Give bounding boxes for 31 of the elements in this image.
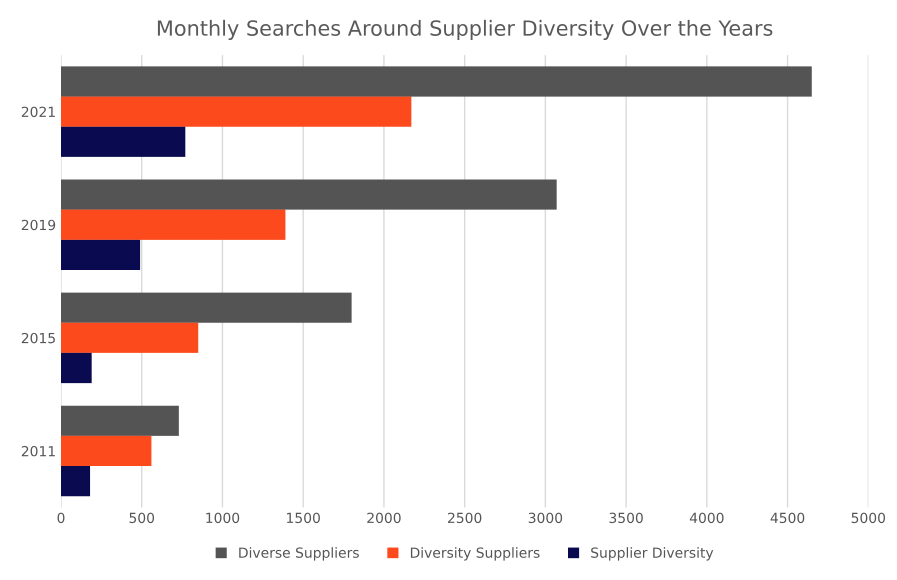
legend-label: Diversity Suppliers [410,547,540,561]
x-tick-label: 500 [130,512,154,524]
bar [60,96,412,127]
bar [60,436,152,466]
y-tick-label: 2021 [22,106,55,118]
bar [60,126,186,157]
bar [60,406,179,436]
y-tick-label: 2019 [22,220,56,230]
x-tick-label: 3500 [609,512,643,524]
bar [60,180,557,210]
x-tick-label: 1000 [206,512,240,524]
x-tick-label: 4000 [690,512,724,524]
y-tick-label: 2011 [22,446,55,456]
x-tick-label: 1500 [287,512,320,524]
bar [60,240,140,270]
y-tick-label: 2015 [22,332,55,344]
x-tick-label: 3000 [528,512,562,524]
x-tick-label: 2000 [367,512,401,524]
x-tick-label: 4500 [770,512,804,524]
bar [60,210,286,240]
legend-label: Diverse Suppliers [239,547,359,561]
bar [60,352,92,384]
bar [60,322,198,353]
x-tick-label: 0 [57,512,64,524]
bar [60,466,90,496]
bar [60,292,352,323]
chart-title: Monthly Searches Around Supplier Diversity Over the Years [158,20,772,40]
bar [60,66,812,97]
x-tick-label: 2500 [448,512,482,524]
x-tick-label: 5000 [852,512,886,524]
legend-label: Supplier Diversity [591,547,714,561]
